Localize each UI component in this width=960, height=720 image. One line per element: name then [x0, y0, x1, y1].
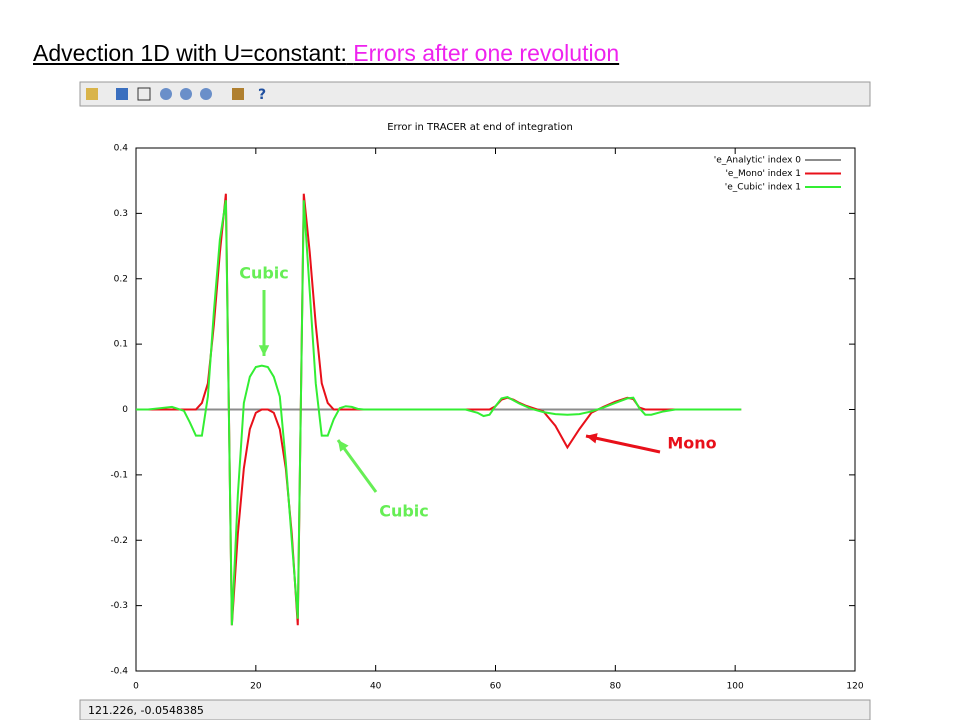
icon[interactable]: [160, 88, 172, 100]
title-part: Errors after one revolution: [353, 40, 620, 66]
arrow-head: [338, 440, 349, 452]
x-tick-label: 120: [846, 682, 863, 692]
y-tick-label: -0.2: [110, 536, 128, 546]
annotation: Cubic: [379, 502, 429, 521]
annotation: Cubic: [239, 264, 289, 283]
x-tick-label: 20: [250, 682, 262, 692]
icon[interactable]: [232, 88, 244, 100]
x-tick-label: 40: [370, 682, 382, 692]
legend-label: 'e_Cubic' index 1: [725, 183, 801, 193]
x-tick-label: 60: [490, 682, 502, 692]
icon[interactable]: [86, 88, 98, 100]
icon[interactable]: [200, 88, 212, 100]
status-bar: [79, 699, 871, 720]
y-tick-label: -0.1: [110, 470, 128, 480]
x-tick-label: 100: [727, 682, 744, 692]
y-tick-label: 0.4: [114, 144, 129, 154]
title-part: Advection 1D with U=constant:: [33, 40, 347, 66]
icon[interactable]: [180, 88, 192, 100]
chart-title: Error in TRACER at end of integration: [387, 122, 573, 133]
status-text: 121.226, -0.0548385: [88, 704, 204, 717]
y-tick-label: 0.3: [114, 209, 128, 219]
y-tick-label: -0.4: [110, 667, 128, 677]
annotation-arrow: [585, 434, 661, 454]
x-tick-label: 0: [133, 682, 139, 692]
slide-title: Advection 1D with U=constant: Errors aft…: [33, 40, 619, 67]
annotation: Mono: [667, 434, 716, 453]
arrow-head: [258, 345, 270, 356]
y-tick-label: -0.3: [110, 601, 128, 611]
series-line: [136, 200, 742, 626]
icon[interactable]: ?: [258, 87, 266, 103]
icon[interactable]: [137, 87, 151, 101]
toolbar-icons: ?: [86, 87, 266, 103]
y-tick-label: 0.1: [114, 340, 128, 350]
legend-label: 'e_Analytic' index 0: [714, 156, 802, 166]
x-tick-label: 80: [610, 682, 622, 692]
y-tick-label: 0: [122, 405, 128, 415]
icon[interactable]: [116, 88, 128, 100]
legend-label: 'e_Mono' index 1: [725, 169, 801, 179]
arrow-head: [586, 433, 598, 444]
toolbar: [79, 81, 871, 107]
y-tick-label: 0.2: [114, 274, 128, 284]
